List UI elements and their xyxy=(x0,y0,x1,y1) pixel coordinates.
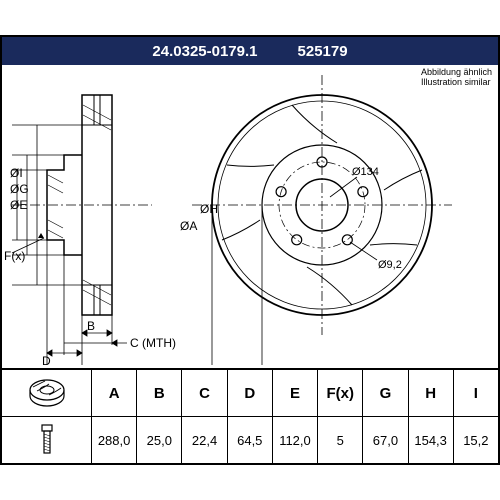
drawing-svg: ØI ØG ØE F(x) B D C (MTH) xyxy=(2,65,500,370)
label-I: ØI xyxy=(10,166,23,180)
icon-cell-bolt xyxy=(2,417,92,464)
val-B: 25,0 xyxy=(137,417,182,464)
part-number: 24.0325-0179.1 xyxy=(152,43,257,60)
val-H: 154,3 xyxy=(409,417,454,464)
disc-icon xyxy=(27,373,67,413)
val-C: 22,4 xyxy=(182,417,227,464)
col-G: G xyxy=(363,370,408,416)
label-bolt-hole: Ø9,2 xyxy=(378,259,402,271)
label-D: D xyxy=(42,354,51,368)
label-E: ØE xyxy=(10,198,27,212)
side-view xyxy=(12,95,152,365)
bolt-icon xyxy=(34,421,60,461)
label-B: B xyxy=(87,319,95,333)
val-A: 288,0 xyxy=(92,417,137,464)
dimension-table: A B C D E F(x) G H I xyxy=(2,368,498,463)
col-E: E xyxy=(273,370,318,416)
label-C: C (MTH) xyxy=(130,336,176,350)
col-A: A xyxy=(92,370,137,416)
label-H: ØH xyxy=(200,202,218,216)
col-C: C xyxy=(182,370,227,416)
col-I: I xyxy=(454,370,498,416)
val-G: 67,0 xyxy=(363,417,408,464)
technical-drawing: ØI ØG ØE F(x) B D C (MTH) xyxy=(2,65,498,370)
col-H: H xyxy=(409,370,454,416)
icon-cell-disc xyxy=(2,370,92,416)
val-I: 15,2 xyxy=(454,417,498,464)
col-B: B xyxy=(137,370,182,416)
col-Fx: F(x) xyxy=(318,370,363,416)
val-Fx: 5 xyxy=(318,417,363,464)
label-Fx: F(x) xyxy=(4,249,25,263)
table-header-row: A B C D E F(x) G H I xyxy=(2,370,498,417)
val-D: 64,5 xyxy=(228,417,273,464)
drawing-frame: 24.0325-0179.1 525179 Abbildung ähnlich … xyxy=(0,35,500,465)
col-D: D xyxy=(228,370,273,416)
table-value-row: 288,0 25,0 22,4 64,5 112,0 5 67,0 154,3 … xyxy=(2,417,498,464)
short-number: 525179 xyxy=(298,43,348,60)
label-G: ØG xyxy=(10,182,29,196)
label-A: ØA xyxy=(180,219,197,233)
header-bar: 24.0325-0179.1 525179 xyxy=(2,37,498,65)
front-view xyxy=(192,75,452,365)
label-center-bore: Ø134 xyxy=(352,166,379,178)
val-E: 112,0 xyxy=(273,417,318,464)
